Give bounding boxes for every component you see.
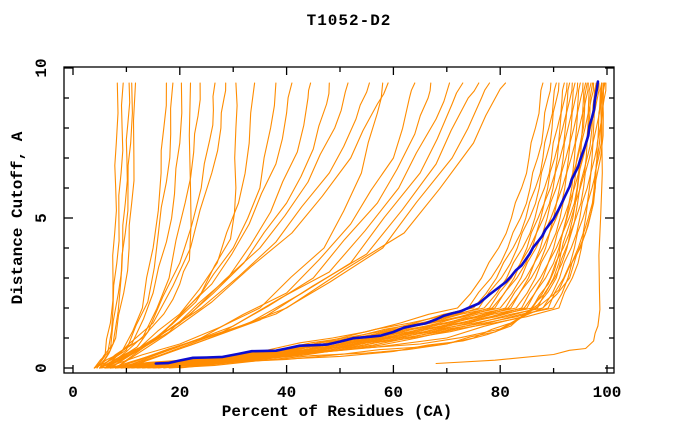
predicted-models-curve: [109, 82, 349, 369]
predicted-models-curve: [104, 82, 384, 369]
predicted-models-curve: [435, 82, 603, 365]
predicted-models-curve: [125, 82, 587, 369]
predicted-models-curve: [96, 82, 133, 369]
predicted-models-curve: [125, 82, 491, 369]
predicted-models-curve: [131, 82, 589, 369]
predicted-models-curve: [109, 82, 330, 369]
predicted-models-curve: [136, 82, 597, 369]
x-tick-label: 80: [491, 384, 510, 402]
predicted-models-curve: [93, 82, 167, 369]
y-axis-label: Distance Cutoff, A: [9, 131, 27, 305]
predicted-models-curve: [109, 82, 560, 369]
y-tick-label: 5: [33, 213, 51, 223]
predicted-models-curve: [115, 82, 370, 369]
predicted-models-curve: [115, 82, 568, 369]
plot-frame: [63, 66, 615, 374]
predicted-models-curve: [179, 82, 597, 369]
predicted-models-curve: [99, 82, 192, 369]
predicted-models-curve: [125, 82, 507, 369]
predicted-models-curve: [163, 82, 605, 369]
x-tick-label: 60: [384, 384, 403, 402]
predicted-models-curve: [115, 82, 576, 369]
predicted-models-curve: [93, 82, 174, 369]
predicted-models-curve: [99, 82, 201, 369]
predicted-models-curve: [99, 82, 183, 369]
predicted-models-curve: [115, 82, 389, 369]
y-tick-label: 0: [33, 363, 51, 373]
y-tick-label: 10: [33, 58, 51, 77]
x-tick-label: 100: [593, 384, 622, 402]
predicted-models-curve: [115, 82, 451, 369]
predicted-models-curve: [104, 82, 227, 369]
predicted-models-curve: [99, 82, 137, 369]
predicted-models-curve: [141, 82, 603, 369]
predicted-models-curve: [109, 82, 565, 369]
predicted-models-curve: [141, 82, 600, 369]
x-axis-label: Percent of Residues (CA): [221, 403, 453, 421]
predicted-models-curve: [131, 82, 592, 369]
predicted-models-curve: [104, 82, 216, 369]
predicted-models-curve: [120, 82, 480, 369]
predicted-models-curve: [96, 82, 131, 369]
plot-title: T1052-D2: [306, 12, 392, 30]
predicted-models-curve: [104, 82, 312, 369]
predicted-models-curve: [104, 82, 573, 369]
highlighted-model-curve: [154, 80, 600, 365]
x-tick-label: 0: [68, 384, 78, 402]
predicted-models-curve: [157, 82, 588, 369]
predicted-models-curve: [93, 82, 124, 369]
predicted-models-curve: [93, 82, 119, 369]
predicted-models-curve: [99, 82, 544, 369]
predicted-models-curve: [125, 82, 584, 369]
x-tick-label: 20: [170, 384, 189, 402]
predicted-models-curve: [115, 82, 432, 369]
predicted-models-curve: [120, 82, 581, 369]
predicted-models-curve: [104, 82, 552, 369]
x-tick-label: 40: [277, 384, 296, 402]
